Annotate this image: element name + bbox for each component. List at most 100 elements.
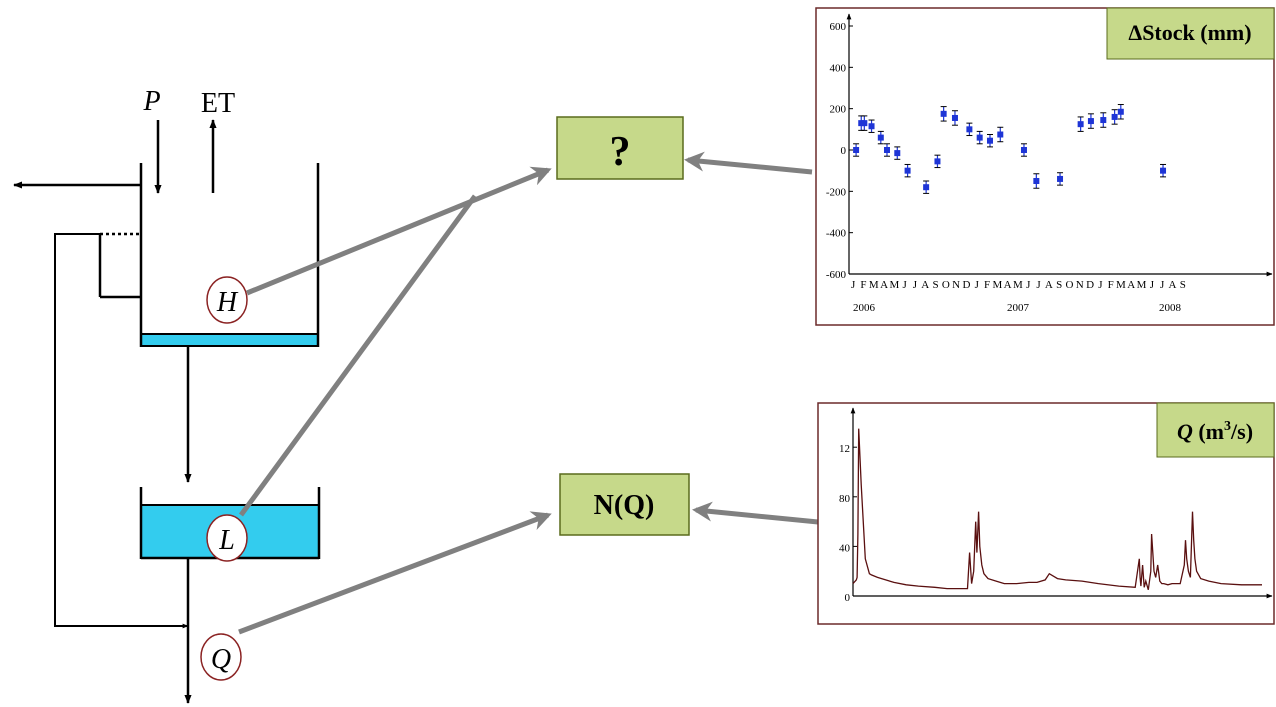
connector-h-to-unknown	[246, 166, 552, 296]
storage-data-point	[1117, 104, 1124, 120]
storage-data-point	[1160, 163, 1167, 178]
storage-y-tick-label: 200	[830, 104, 847, 116]
discharge-chart-panel: 0 40 80 12 Q (m3/s)	[817, 402, 1275, 625]
storage-data-point	[1077, 116, 1084, 132]
storage-month-tick-label: D	[1086, 279, 1094, 291]
storage-data-point	[940, 106, 947, 122]
storage-month-tick-label: F	[860, 279, 866, 291]
discharge-title-symbol: Q	[1177, 419, 1193, 444]
storage-month-tick-label: N	[952, 279, 960, 291]
storage-data-point	[986, 134, 993, 148]
storage-month-tick-label: J	[1160, 279, 1165, 291]
storage-data-point	[868, 119, 875, 133]
output-q-circle: Q	[200, 633, 242, 681]
storage-y-tick-label: 600	[830, 21, 847, 33]
storage-month-tick-label: J	[851, 279, 856, 291]
storage-month-tick-label: O	[942, 279, 950, 291]
storage-year-label: 2006	[853, 302, 876, 314]
storage-y-tick-label: 400	[830, 62, 847, 74]
storage-data-point	[883, 143, 890, 157]
storage-chart-title-box: ΔStock (mm)	[1106, 7, 1275, 60]
discharge-chart-title: Q (m3/s)	[1177, 419, 1253, 444]
state-l-circle: L	[206, 514, 248, 562]
storage-month-tick-label: J	[903, 279, 908, 291]
discharge-y-tick-label: 0	[845, 592, 851, 604]
storage-data-point	[1087, 113, 1094, 129]
discharge-chart-axes: 0 40 80 12	[839, 407, 1273, 604]
connector-l-to-junction	[238, 194, 478, 517]
storage-month-tick-label: D	[962, 279, 970, 291]
storage-data-point	[923, 180, 930, 194]
storage-month-tick-label: F	[1108, 279, 1114, 291]
storage-data-point	[934, 154, 941, 169]
discharge-title-unit-prefix: (m	[1193, 419, 1224, 444]
connector-q-to-nq	[238, 511, 552, 635]
storage-month-tick-label: A	[880, 279, 888, 291]
upper-reservoir	[139, 163, 320, 347]
storage-month-tick-label: S	[1056, 279, 1062, 291]
discharge-function-box: N(Q)	[559, 473, 690, 536]
storage-month-tick-label: N	[1076, 279, 1084, 291]
storage-data-point	[894, 146, 901, 160]
discharge-function-label: N(Q)	[594, 490, 655, 521]
storage-month-tick-label: A	[1168, 279, 1176, 291]
storage-month-tick-label: A	[1004, 279, 1012, 291]
storage-month-tick-label: M	[1013, 279, 1023, 291]
storage-data-point	[1111, 109, 1118, 125]
storage-month-tick-label: S	[1180, 279, 1186, 291]
discharge-y-tick-label: 80	[839, 493, 851, 505]
storage-data-point	[976, 130, 983, 145]
storage-y-tick-label: -400	[826, 228, 847, 240]
state-h-circle: H	[206, 276, 248, 324]
storage-month-tick-label: A	[1045, 279, 1053, 291]
label-h: H	[216, 287, 239, 318]
connector-discharge-to-nq	[692, 501, 819, 525]
storage-month-tick-label: F	[984, 279, 990, 291]
discharge-y-tick-label: 40	[839, 542, 851, 554]
storage-year-label: 2008	[1159, 302, 1182, 314]
discharge-title-unit-suffix: /s)	[1230, 419, 1253, 444]
storage-data-point	[966, 122, 973, 137]
storage-y-tick-label: 0	[841, 145, 847, 157]
storage-month-tick-label: J	[1098, 279, 1103, 291]
label-q: Q	[211, 644, 231, 675]
storage-month-tick-label: J	[1036, 279, 1041, 291]
storage-month-tick-label: S	[932, 279, 938, 291]
storage-data-point	[1033, 173, 1040, 189]
storage-month-tick-label: A	[1127, 279, 1135, 291]
storage-data-point	[853, 143, 860, 157]
connectors	[238, 151, 819, 635]
storage-data-point	[951, 110, 958, 126]
label-l: L	[218, 525, 235, 556]
conceptual-model: P ET H L	[13, 86, 321, 704]
storage-data-point	[877, 130, 884, 145]
label-et: ET	[201, 88, 235, 119]
discharge-chart-title-box: Q (m3/s)	[1156, 402, 1275, 458]
storage-month-tick-label: A	[921, 279, 929, 291]
discharge-y-tick-label: 12	[839, 443, 850, 455]
storage-data-point	[861, 115, 868, 131]
connector-stock-to-unknown	[684, 151, 813, 175]
storage-data-point	[1020, 143, 1027, 157]
storage-y-tick-label: -600	[826, 269, 847, 281]
unknown-box-label: ?	[610, 129, 631, 175]
storage-month-tick-label: J	[913, 279, 918, 291]
storage-month-tick-label: J	[1026, 279, 1031, 291]
storage-data-point	[1100, 112, 1107, 128]
storage-month-tick-label: J	[1150, 279, 1155, 291]
storage-data-point	[1057, 172, 1064, 186]
bypass-flow-line	[54, 233, 189, 629]
discharge-series-line	[852, 428, 1262, 590]
storage-month-tick-label: J	[975, 279, 980, 291]
storage-data-point	[997, 126, 1004, 143]
threshold-outlet	[98, 232, 141, 299]
unknown-box: ?	[556, 116, 684, 180]
storage-month-tick-label: O	[1065, 279, 1073, 291]
storage-y-tick-label: -200	[826, 186, 847, 198]
storage-chart-points	[853, 104, 1167, 194]
upper-reservoir-water	[142, 334, 318, 346]
storage-year-label: 2007	[1007, 302, 1030, 314]
